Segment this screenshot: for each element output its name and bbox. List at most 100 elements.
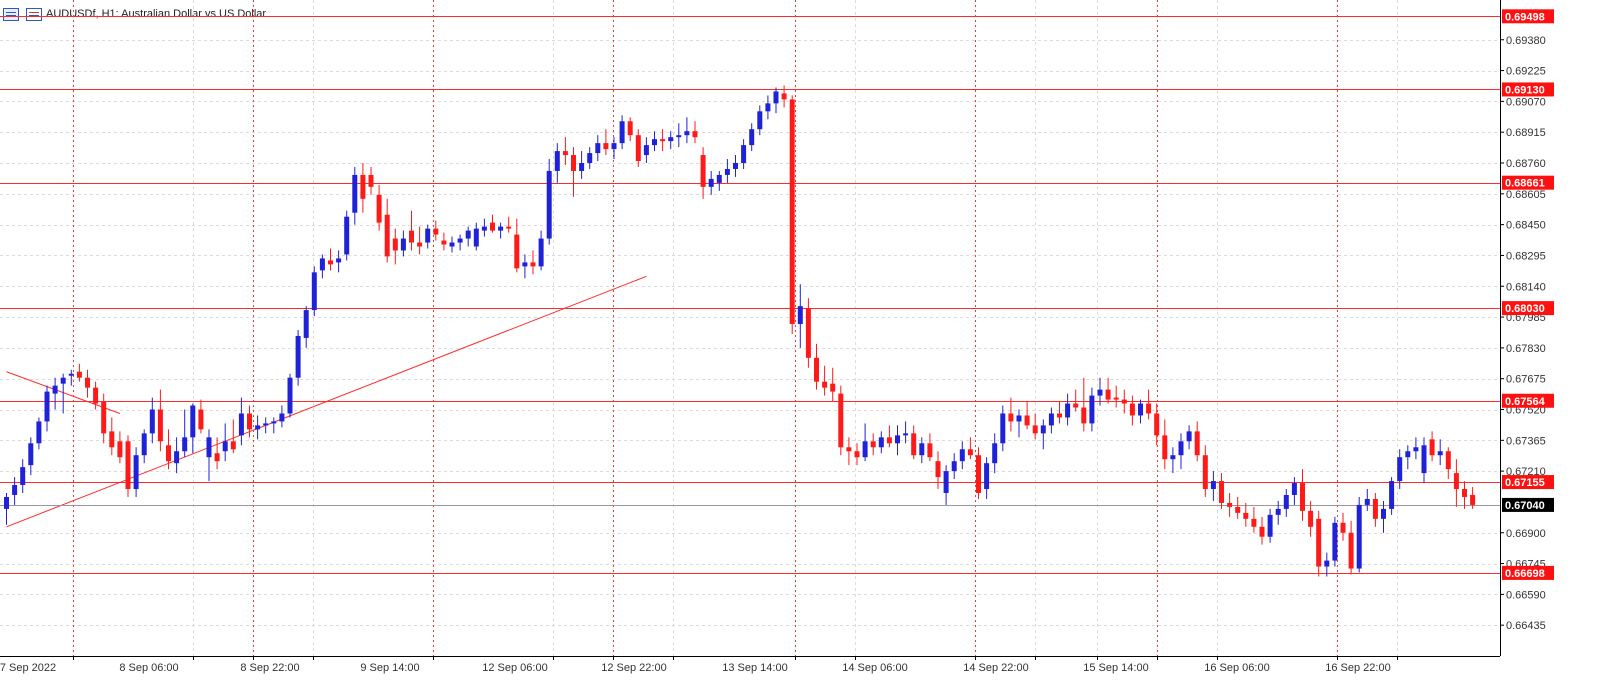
bear-candle <box>409 210 414 251</box>
candle-body <box>1146 403 1152 414</box>
candle-body <box>76 371 82 378</box>
bull-candle <box>903 421 909 444</box>
bear-candle <box>1243 502 1249 527</box>
bear-candle <box>838 385 844 456</box>
bear-candle <box>230 419 236 454</box>
bear-candle <box>247 405 252 438</box>
bear-candle <box>781 85 787 108</box>
bear-candle <box>101 393 107 444</box>
bull-candle <box>1000 405 1006 452</box>
x-tick-label: 14 Sep 06:00 <box>842 662 907 674</box>
candle-body <box>20 467 26 486</box>
bull-candle <box>522 254 528 279</box>
candle-body <box>1154 413 1160 436</box>
bear-candle <box>117 431 123 464</box>
candle-body <box>895 435 900 444</box>
candle-body <box>125 441 131 490</box>
bear-candle <box>935 451 941 490</box>
bull-candle <box>1186 425 1192 450</box>
bull-candle <box>1138 399 1143 424</box>
candle-body <box>238 413 244 436</box>
candle-body <box>1162 435 1168 460</box>
candle-body <box>1364 498 1370 505</box>
chart-window-icon[interactable] <box>3 7 19 21</box>
candle-body <box>643 145 649 156</box>
candle-body <box>1040 425 1046 434</box>
candle-body <box>101 401 107 434</box>
candle-body <box>12 485 18 495</box>
candle-body <box>692 131 698 138</box>
candle-body <box>490 222 495 231</box>
bear-candle <box>1235 496 1241 519</box>
bull-candle <box>765 95 771 120</box>
bear-candle <box>1219 473 1224 509</box>
bull-candle <box>951 453 957 480</box>
bull-candle <box>619 115 625 150</box>
candle-body <box>279 413 285 422</box>
y-tick-label: 0.69225 <box>1506 66 1546 78</box>
candle-body <box>579 163 585 171</box>
bear-candle <box>1154 403 1160 446</box>
candle-body <box>814 357 819 382</box>
candle-body <box>206 437 212 458</box>
bear-candle <box>976 447 981 499</box>
bear-candle <box>76 363 82 382</box>
bear-candle <box>1308 500 1314 537</box>
bear-candle <box>1162 419 1168 470</box>
candle-body <box>344 216 350 255</box>
x-tick-label: 15 Sep 14:00 <box>1083 662 1148 674</box>
bull-candle <box>984 457 990 499</box>
candle-body <box>368 174 374 187</box>
candle-body <box>1073 403 1079 408</box>
candle-body <box>716 174 722 183</box>
bear-candle <box>441 232 447 251</box>
candle-body <box>360 174 366 199</box>
candle-body <box>247 413 252 430</box>
current-price-label-bg <box>1502 497 1554 512</box>
bear-candle <box>967 437 973 460</box>
y-tick-label: 0.66590 <box>1506 589 1546 601</box>
bull-candle <box>271 417 277 434</box>
candle-body <box>903 433 909 436</box>
candle-body <box>1356 504 1362 569</box>
candle-body <box>473 228 479 247</box>
level-price-label-bg <box>1502 82 1554 97</box>
bull-candle <box>174 437 180 474</box>
bear-candle <box>85 369 90 398</box>
bull-candle <box>943 465 949 505</box>
level-price-label-bg <box>1502 9 1554 24</box>
bear-candle <box>1194 421 1200 462</box>
bull-candle <box>1413 437 1419 460</box>
candle-body <box>1445 451 1451 470</box>
candle-body <box>1227 502 1233 507</box>
bull-candle <box>457 234 463 251</box>
indicator-list-icon[interactable] <box>26 7 42 21</box>
bear-candle <box>530 250 536 275</box>
bull-candle <box>595 135 601 162</box>
candle-body <box>1453 473 1459 490</box>
candle-body <box>230 441 236 450</box>
candle-body <box>287 377 293 414</box>
candle-body <box>1194 431 1200 456</box>
candle-body <box>1291 483 1297 495</box>
candle-body <box>384 214 390 257</box>
bear-candle <box>392 228 398 265</box>
bear-candle <box>506 216 512 233</box>
candle-body <box>433 228 439 235</box>
bull-candle <box>878 431 884 454</box>
candle-body <box>1000 413 1006 444</box>
candle-body <box>1437 451 1443 456</box>
bear-candle <box>368 166 374 195</box>
candle-body <box>749 129 755 146</box>
bull-candle <box>1267 508 1273 543</box>
bear-candle <box>198 399 204 434</box>
bear-candle <box>1429 431 1435 462</box>
candle-body <box>927 443 933 458</box>
candle-body <box>789 99 795 325</box>
candle-body <box>271 421 277 424</box>
y-tick-label: 0.68140 <box>1506 281 1546 293</box>
bear-candle <box>417 226 423 255</box>
bull-candle <box>1364 489 1370 511</box>
bull-candle <box>303 306 309 348</box>
